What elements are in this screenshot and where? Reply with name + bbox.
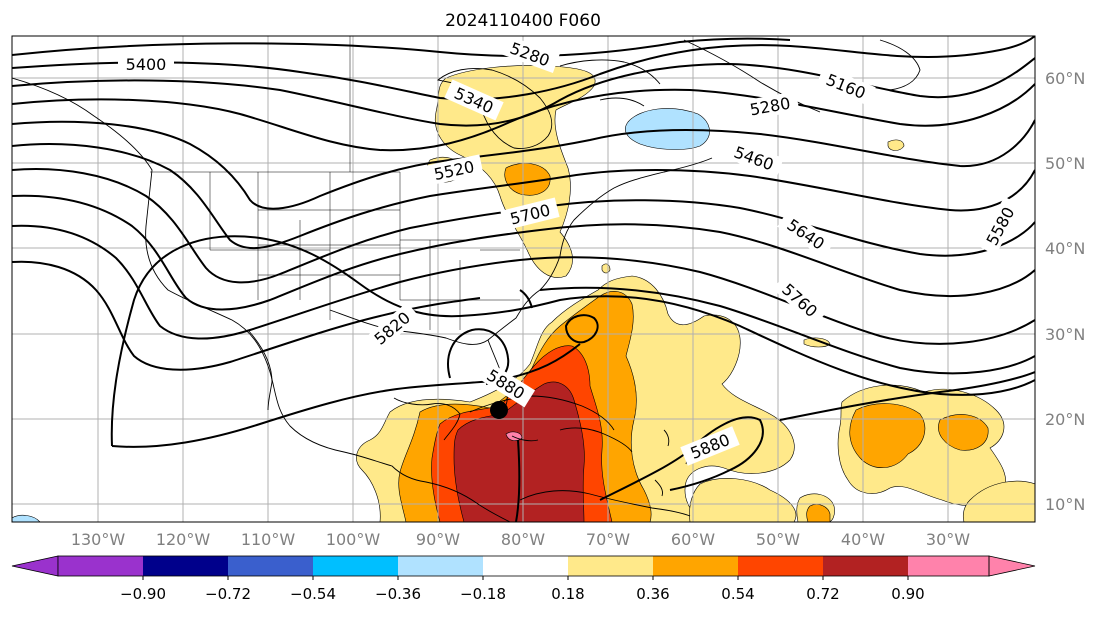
colorbar-segment (483, 556, 568, 576)
colorbar-segment (568, 556, 653, 576)
colorbar-tick-label: −0.36 (375, 585, 421, 603)
negative-anomaly-patch (625, 108, 710, 150)
longitude-label: 80°W (501, 530, 545, 549)
colorbar-tick-label: −0.90 (120, 585, 166, 603)
colorbar-segment (143, 556, 228, 576)
colorbar-segment (228, 556, 313, 576)
longitude-label: 100°W (326, 530, 381, 549)
longitude-label: 60°W (671, 530, 715, 549)
positive-anomaly-patch (887, 139, 905, 151)
colorbar-overflow-triangle (988, 555, 1036, 577)
colorbar-tick-label: 0.18 (551, 585, 584, 603)
coastlines (12, 39, 921, 522)
longitude-label: 130°W (71, 530, 126, 549)
positive-anomaly-patch (803, 337, 831, 348)
latitude-label: 40°N (1045, 239, 1085, 258)
positive-anomaly-patch (504, 163, 551, 196)
colorbar-segment (398, 556, 483, 576)
contour-label: 5400 (126, 55, 167, 74)
colorbar-segment (823, 556, 908, 576)
positive-anomaly-patch (806, 504, 831, 522)
positive-anomaly-patch (849, 403, 926, 468)
colorbar: −0.90 −0.72 −0.54 −0.36 −0.18 0.18 0.36 … (11, 555, 1036, 603)
longitude-label: 70°W (586, 530, 630, 549)
positive-anomaly-patch (962, 480, 1035, 522)
colorbar-segment (908, 556, 989, 576)
latitude-label: 30°N (1045, 325, 1085, 344)
longitude-label: 110°W (241, 530, 296, 549)
colorbar-segment (58, 556, 143, 576)
map-title: 2024110400 F060 (445, 11, 601, 31)
latitude-label: 60°N (1045, 69, 1085, 88)
latitude-label: 20°N (1045, 410, 1085, 429)
map-frame (11, 35, 1036, 523)
storm-center-marker (490, 401, 508, 419)
longitude-label: 90°W (416, 530, 460, 549)
colorbar-frame (57, 555, 990, 577)
longitude-label: 30°W (926, 530, 970, 549)
colorbar-tick-label: −0.72 (205, 585, 251, 603)
colorbar-segment (738, 556, 823, 576)
colorbar-tick-label: 0.36 (636, 585, 669, 603)
colorbar-tick-label: −0.18 (460, 585, 506, 603)
positive-anomaly-patch (601, 263, 611, 274)
colorbar-tick-label: 0.72 (806, 585, 839, 603)
longitude-label: 40°W (841, 530, 885, 549)
colorbar-tick-label: −0.54 (290, 585, 336, 603)
colorbar-segment (653, 556, 738, 576)
positive-anomaly-patch (938, 414, 989, 451)
colorbar-segment (313, 556, 398, 576)
gridlines (12, 36, 1035, 522)
latitude-label: 10°N (1045, 495, 1085, 514)
colorbar-tick-label: 0.90 (891, 585, 924, 603)
colorbar-tick-label: 0.54 (721, 585, 754, 603)
height-contours (12, 36, 1035, 522)
map-panel: 5400 5280 5160 5340 5280 5460 5520 5700 … (11, 35, 1036, 523)
latitude-label: 50°N (1045, 154, 1085, 173)
longitude-labels: 130°W 120°W 110°W 100°W 90°W 80°W 70°W 6… (71, 530, 970, 549)
colorbar-underflow-triangle (11, 555, 59, 577)
negative-anomaly-patch (12, 514, 41, 522)
latitude-labels: 60°N 50°N 40°N 30°N 20°N 10°N (1045, 69, 1085, 514)
longitude-label: 120°W (156, 530, 211, 549)
positive-anomaly-patch (689, 478, 797, 522)
longitude-label: 50°W (756, 530, 800, 549)
